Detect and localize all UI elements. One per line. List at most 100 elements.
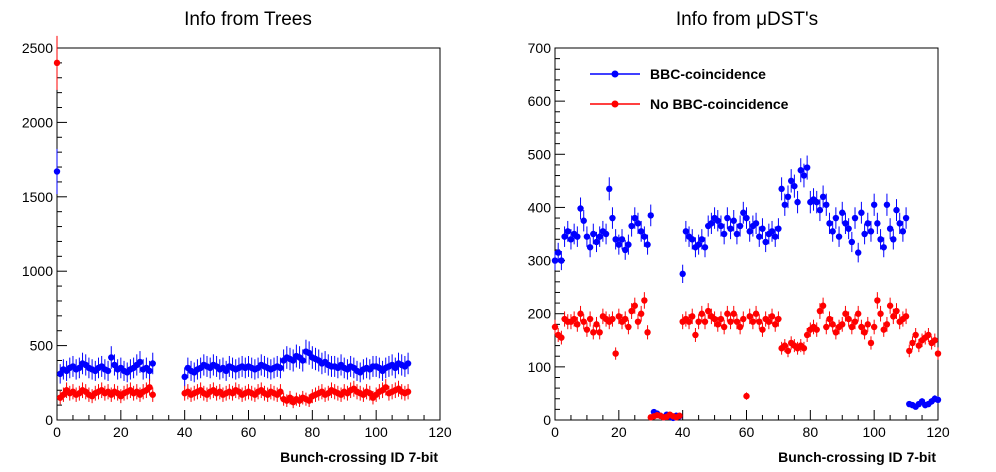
data-point [775, 225, 782, 232]
data-point [596, 329, 603, 336]
legend-label: No BBC-coincidence [650, 96, 789, 112]
data-point [752, 310, 760, 317]
data-point [644, 241, 651, 248]
data-point [886, 225, 894, 232]
data-point [851, 214, 859, 222]
data-point [612, 350, 619, 357]
data-point [842, 310, 849, 317]
data-point [743, 214, 750, 222]
data-point [845, 225, 852, 232]
data-point [848, 238, 856, 246]
data-point [762, 238, 769, 246]
legend-marker [611, 100, 619, 108]
data-point [736, 222, 744, 230]
data-point [149, 360, 156, 367]
data-point [577, 310, 584, 317]
data-point [749, 318, 757, 325]
data-point [701, 318, 709, 325]
data-point [870, 323, 878, 331]
data-point [615, 313, 623, 320]
data-point [756, 233, 763, 240]
data-point [698, 236, 706, 243]
data-point [733, 230, 741, 238]
data-point [222, 367, 230, 375]
data-point [551, 257, 559, 264]
y-tick-label: 100 [528, 359, 552, 375]
data-point [934, 350, 942, 357]
data-point [736, 323, 744, 331]
data-point [800, 345, 808, 352]
data-point [765, 318, 773, 325]
data-point [800, 172, 808, 179]
data-point [558, 334, 565, 341]
data-point [53, 59, 61, 67]
data-point [861, 230, 868, 238]
data-point [692, 331, 699, 339]
data-point [577, 205, 584, 212]
data-point [883, 201, 891, 208]
data-point [781, 342, 788, 349]
data-point [839, 209, 846, 216]
data-point [890, 236, 897, 243]
data-point [874, 220, 881, 227]
data-point [912, 331, 919, 339]
data-point [902, 214, 910, 222]
data-point [720, 230, 728, 238]
data-point [593, 238, 600, 246]
data-point [558, 257, 565, 264]
data-point [305, 397, 313, 404]
data-point [803, 164, 811, 171]
data-point [104, 367, 112, 375]
data-points [53, 35, 412, 409]
data-point [858, 323, 865, 331]
data-point [580, 217, 587, 224]
data-point [625, 323, 632, 331]
chart-title: Info from μDST's [676, 9, 818, 30]
y-tick-label: 1500 [22, 189, 53, 205]
data-point [685, 318, 693, 325]
data-point [835, 233, 843, 240]
data-point [934, 396, 942, 404]
data-point [730, 217, 737, 224]
data-point [615, 241, 623, 248]
x-tick-label: 120 [926, 424, 950, 440]
data-point [299, 357, 306, 364]
data-point [181, 373, 188, 381]
data-point [899, 228, 907, 235]
data-point [56, 370, 64, 378]
data-point [772, 321, 779, 328]
data-point [622, 315, 629, 323]
data-point [816, 206, 824, 214]
legend-marker [611, 70, 619, 78]
y-tick-label: 200 [528, 306, 552, 322]
x-tick-label: 80 [803, 424, 819, 440]
data-point [893, 307, 900, 315]
data-point [689, 313, 696, 320]
data-point [641, 297, 648, 304]
data-point [759, 326, 766, 333]
data-point [746, 313, 753, 320]
data-point [906, 347, 913, 355]
chart-mudst: Info from μDST's 0 20 40 60 80 100 120 0 100 200 3… [528, 9, 950, 465]
data-point [628, 222, 635, 230]
data-point [564, 228, 571, 235]
data-point [733, 318, 741, 325]
data-point [586, 244, 594, 251]
data-point [727, 225, 734, 232]
data-point [717, 315, 725, 323]
data-point [813, 326, 820, 333]
data-point [864, 321, 871, 328]
data-point [902, 313, 910, 320]
data-point [813, 198, 820, 206]
data-point [826, 315, 833, 323]
data-point [823, 201, 830, 208]
data-point [583, 233, 591, 240]
data-point [870, 201, 878, 208]
data-point [791, 182, 798, 190]
data-point [832, 329, 840, 336]
data-point [877, 236, 884, 243]
data-point [705, 307, 712, 315]
axis-ticks: 0 20 40 60 80 100 120 0 100 200 300 400 500 600 700 [528, 40, 950, 440]
data-point [634, 318, 642, 325]
